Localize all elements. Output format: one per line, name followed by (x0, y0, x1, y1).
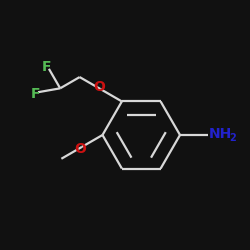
Text: F: F (42, 60, 51, 74)
Text: O: O (93, 80, 105, 94)
Text: O: O (75, 142, 86, 156)
Text: F: F (31, 87, 40, 101)
Text: NH: NH (209, 127, 232, 141)
Text: 2: 2 (229, 133, 236, 143)
